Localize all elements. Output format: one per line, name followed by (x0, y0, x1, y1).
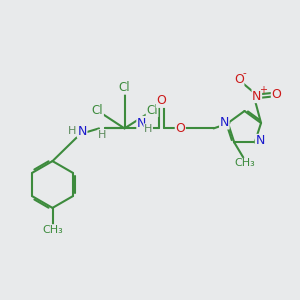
Text: CH₃: CH₃ (42, 225, 63, 235)
Text: O: O (272, 88, 281, 101)
Text: N: N (252, 89, 262, 103)
Text: O: O (176, 122, 185, 135)
Text: O: O (234, 73, 244, 86)
Text: Cl: Cl (146, 103, 158, 117)
Text: Cl: Cl (92, 103, 103, 117)
Text: CH₃: CH₃ (234, 158, 255, 169)
Text: O: O (157, 94, 166, 107)
Text: Cl: Cl (119, 81, 130, 94)
Text: N: N (137, 116, 146, 130)
Text: H: H (98, 130, 106, 140)
Text: N: N (77, 124, 87, 138)
Text: H: H (68, 126, 76, 136)
Text: N: N (255, 134, 265, 148)
Text: N: N (220, 116, 229, 129)
Text: +: + (260, 85, 267, 95)
Text: -: - (243, 68, 247, 78)
Text: H: H (144, 124, 152, 134)
